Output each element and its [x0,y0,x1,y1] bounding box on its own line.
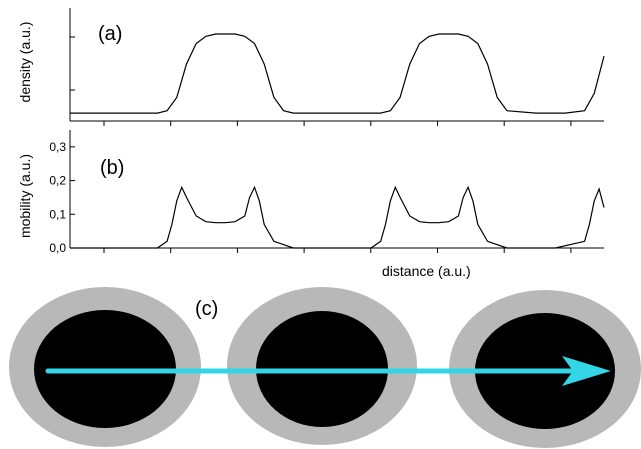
density-series-line [70,33,605,114]
density-x-ticks [103,121,572,126]
mobility-y-axis-label: mobility (a.u.) [17,154,33,238]
mobility-y-tick-label: 0,3 [49,140,66,154]
mobility-x-axis-label: distance (a.u.) [382,263,471,279]
grain-2 [227,287,417,445]
diagram-panel-label: (c) [195,298,218,320]
mobility-series-line [70,185,605,249]
mobility-y-ticks: 0,0 0,1 0,2 0,3 [49,140,75,255]
mobility-y-tick-label: 0,1 [49,207,66,221]
grain-1 [9,287,201,447]
mobility-panel: 0,0 0,1 0,2 0,3 (b) mobility (a.u.) distanc… [17,130,605,279]
mobility-y-tick-label: 0,0 [49,241,66,255]
density-y-axis-label: density (a.u.) [17,22,33,103]
grain-diagram: (c) [9,287,641,448]
density-panel: (a) density (a.u.) [17,8,605,126]
density-panel-label: (a) [98,23,122,45]
mobility-panel-label: (b) [100,157,124,179]
transport-arrow-head [562,356,611,386]
mobility-y-tick-label: 0,2 [49,174,66,188]
mobility-x-ticks [103,248,572,253]
